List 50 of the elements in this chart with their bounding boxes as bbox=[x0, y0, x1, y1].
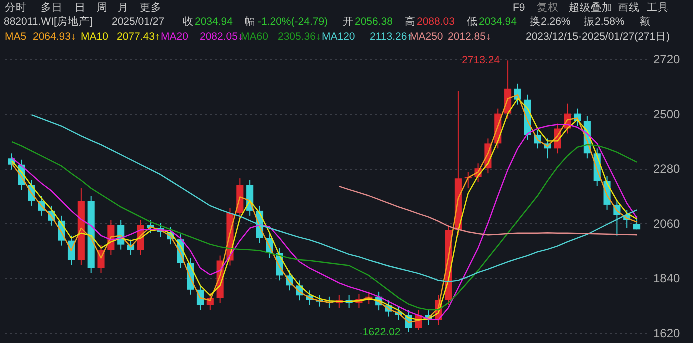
annotation: 1622.02 bbox=[362, 326, 401, 338]
y-tick-label: 1620 bbox=[654, 326, 681, 340]
text: 2056.38 bbox=[355, 16, 394, 28]
text: 分时 bbox=[5, 1, 27, 14]
text: 收 bbox=[183, 16, 194, 28]
line-series bbox=[31, 114, 638, 283]
text: 月 bbox=[118, 2, 129, 14]
text: 2305.36↓ bbox=[278, 31, 322, 43]
text: 更多 bbox=[140, 2, 162, 14]
text: 复权 bbox=[537, 2, 559, 14]
text: 开 bbox=[343, 16, 354, 28]
text: 2082.05↓ bbox=[200, 31, 244, 43]
text: 2023/12/15-2025/01/27(271日) bbox=[526, 31, 670, 43]
text: F9 bbox=[513, 2, 526, 14]
text: MA250 bbox=[410, 31, 444, 43]
text: 振2.58% bbox=[584, 16, 625, 28]
text: 工具 bbox=[647, 2, 669, 14]
text: 2113.26↑ bbox=[370, 31, 412, 43]
chart-title: 882011.WI[房地产] bbox=[4, 15, 93, 28]
y-tick-label: 2720 bbox=[654, 52, 681, 66]
line-series bbox=[338, 186, 638, 236]
text: 2088.03 bbox=[417, 16, 456, 28]
text: 2034.94 bbox=[195, 16, 234, 28]
text: 2025/01/27 bbox=[112, 16, 165, 28]
text: 幅 bbox=[245, 16, 256, 28]
text: 2034.94 bbox=[479, 16, 518, 28]
text: MA60 bbox=[241, 31, 269, 43]
y-tick-label: 2280 bbox=[654, 162, 681, 176]
text: -1.20%(-24.79) bbox=[258, 16, 328, 28]
annotation: 2713.24 bbox=[462, 54, 500, 67]
y-tick-label: 1840 bbox=[654, 272, 681, 286]
y-tick-label: 2060 bbox=[654, 216, 681, 231]
y-tick-label: 2500 bbox=[654, 107, 681, 122]
text: 低 bbox=[467, 16, 478, 28]
text: 高 bbox=[405, 15, 416, 28]
text: 多日 bbox=[41, 2, 63, 14]
text: 2064.93↓ bbox=[33, 31, 76, 43]
text: 超级叠加 bbox=[569, 1, 613, 14]
candlestick bbox=[634, 216, 641, 230]
text: 周 bbox=[97, 2, 108, 14]
text: MA10 bbox=[81, 31, 109, 43]
text: 2012.85↓ bbox=[448, 31, 492, 43]
text: 额 bbox=[640, 15, 651, 28]
text: MA120 bbox=[322, 31, 356, 43]
text: 2077.43↑ bbox=[117, 31, 160, 43]
text: MA20 bbox=[161, 31, 189, 43]
text: MA5 bbox=[5, 31, 27, 43]
text: 日 bbox=[75, 2, 86, 14]
text: 画线 bbox=[618, 1, 640, 14]
text: 换2.26% bbox=[530, 16, 571, 28]
